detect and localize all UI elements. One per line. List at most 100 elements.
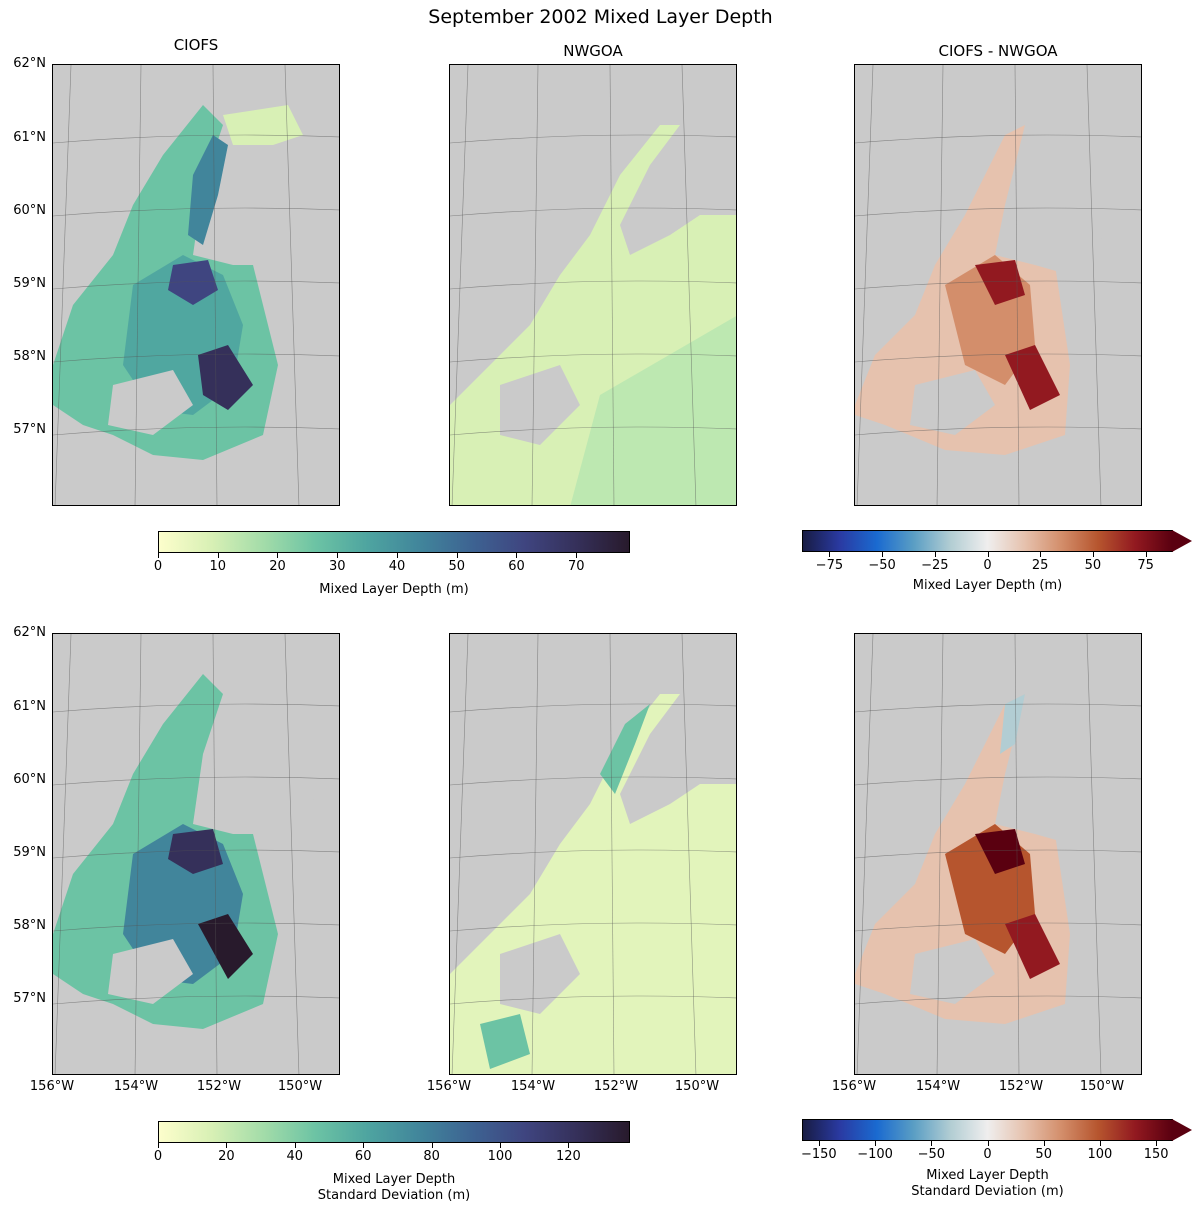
lon-label-156-col2: 156°W — [426, 1079, 472, 1094]
latitude-gridline — [450, 353, 736, 363]
lat-label-61-top: 61°N — [13, 130, 46, 145]
longitude-gridline — [284, 634, 300, 1074]
colorbar-std-bottom-tick-mark — [431, 1143, 433, 1148]
map-difference-mean-canvas — [855, 65, 1141, 505]
longitude-gridline — [936, 65, 944, 505]
longitude-gridline — [856, 634, 874, 1074]
latitude-gridline — [855, 280, 1141, 290]
colorbar-diff-bottom-tick-label: −150 — [801, 1147, 837, 1162]
latitude-gridline — [450, 207, 736, 217]
figure-title: September 2002 Mixed Layer Depth — [428, 6, 773, 28]
column-title-ciofs: CIOFS — [173, 36, 219, 54]
longitude-gridline — [212, 65, 218, 505]
colorbar-diff-bottom-tick-mark — [1156, 1141, 1158, 1146]
map-nwgoa-std-canvas — [450, 634, 736, 1074]
map-difference-mean — [854, 64, 1142, 506]
colorbar-diff-bottom-tick-mark — [818, 1141, 820, 1146]
colorbar-diff-top-tick-label: 50 — [1084, 558, 1102, 573]
colorbar-std-bottom-tick-label: 100 — [487, 1149, 513, 1164]
colorbar-diff-bottom-label-line1: Mixed Layer Depth — [926, 1168, 1049, 1183]
colorbar-std-bottom-tick-label: 80 — [423, 1149, 440, 1164]
colorbar-std-bottom-tick-label: 20 — [218, 1149, 235, 1164]
colorbar-std-bottom-label-line1: Mixed Layer Depth — [332, 1172, 456, 1187]
colorbar-std-bottom-tick-mark — [226, 1143, 228, 1148]
colorbar-diff-top-tick-label: −75 — [815, 558, 844, 573]
colorbar-mld-top-tick-label: 40 — [388, 559, 406, 574]
colorbar-mld-top-tick-mark — [158, 553, 159, 558]
latitude-gridline — [450, 776, 736, 786]
colorbar-diff-bottom — [802, 1119, 1173, 1141]
latitude-gridline — [855, 922, 1141, 932]
longitude-gridline — [609, 634, 615, 1074]
colorbar-diff-top-tick-mark — [1040, 552, 1042, 557]
colorbar-diff-bottom-label: Mixed Layer Depth Standard Deviation (m) — [802, 1168, 1173, 1200]
colorbar-std-bottom-tick-label: 40 — [286, 1149, 304, 1164]
colorbar-diff-top-tick-mark — [1145, 552, 1147, 557]
colorbar-mld-top-tick-mark — [516, 553, 518, 558]
map-difference-std — [854, 633, 1142, 1075]
longitude-gridline — [681, 634, 697, 1074]
longitude-gridline — [54, 65, 72, 505]
latitude-gridline — [53, 134, 339, 144]
latitude-gridline — [855, 207, 1141, 217]
lon-label-150-col2: 150°W — [674, 1079, 720, 1094]
colorbar-mld-top-tick-label: 70 — [567, 559, 585, 574]
colorbar-diff-bottom-tick-label: −50 — [917, 1147, 945, 1162]
latitude-gridline — [855, 426, 1141, 436]
colorbar-diff-top-tick-mark — [1092, 552, 1094, 557]
lat-label-62-top: 62°N — [13, 56, 46, 71]
colorbar-diff-bottom-tick-label: −100 — [857, 1147, 893, 1162]
colorbar-diff-top-tick-label: −50 — [868, 558, 896, 573]
longitude-gridline — [134, 65, 142, 505]
colorbar-diff-bottom-tick-mark — [875, 1141, 877, 1146]
lat-label-57-bottom: 57°N — [13, 991, 46, 1006]
colorbar-diff-top-tick-label: 75 — [1137, 558, 1154, 573]
lon-label-154-col1: 154°W — [113, 1079, 159, 1094]
colorbar-diff-top-tick-label: 25 — [1031, 558, 1049, 573]
colorbar-diff-bottom-tick-mark — [1099, 1141, 1101, 1146]
colorbar-std-bottom-tick-mark — [568, 1143, 570, 1148]
longitude-gridline — [1086, 634, 1102, 1074]
map-nwgoa-mean — [449, 64, 737, 506]
colorbar-mld-top-label: Mixed Layer Depth (m) — [319, 582, 469, 597]
colorbar-diff-top-tick-mark — [987, 552, 989, 557]
lat-label-57-top: 57°N — [13, 422, 46, 437]
longitude-gridline — [284, 65, 300, 505]
colorbar-mld-top-tick-mark — [576, 553, 578, 558]
latitude-gridline — [53, 353, 339, 363]
latitude-gridline — [855, 776, 1141, 786]
lat-label-59-top: 59°N — [13, 276, 46, 291]
colorbar-std-bottom-tick-label: 0 — [153, 1149, 163, 1164]
lon-label-150-col1: 150°W — [277, 1079, 323, 1094]
colorbar-mld-top — [158, 531, 630, 553]
longitude-gridline — [936, 634, 944, 1074]
lat-label-61-bottom: 61°N — [13, 699, 46, 714]
map-ciofs-mean — [52, 64, 340, 506]
colorbar-mld-top-tick-mark — [277, 553, 279, 558]
colorbar-diff-top-tick-mark — [829, 552, 831, 557]
latitude-gridline — [53, 995, 339, 1005]
colorbar-std-bottom-label-line2: Standard Deviation (m) — [317, 1188, 471, 1203]
lon-label-156-col1: 156°W — [29, 1079, 75, 1094]
lat-label-60-bottom: 60°N — [13, 772, 46, 787]
latitude-gridline — [450, 134, 736, 144]
longitude-gridline — [1086, 65, 1102, 505]
map-ciofs-std-canvas — [53, 634, 339, 1074]
colorbar-diff-bottom-tick-label: 50 — [1035, 1147, 1052, 1162]
latitude-gridline — [855, 353, 1141, 363]
colorbar-diff-top — [802, 530, 1173, 552]
latitude-gridline — [53, 207, 339, 217]
latitude-gridline — [53, 922, 339, 932]
latitude-gridline — [855, 703, 1141, 713]
latitude-gridline — [450, 849, 736, 859]
latitude-gridline — [855, 849, 1141, 859]
latitude-gridline — [53, 703, 339, 713]
longitude-gridline — [531, 65, 539, 505]
lon-label-152-col2: 152°W — [593, 1079, 639, 1094]
colorbar-std-bottom-tick-mark — [158, 1143, 159, 1148]
lat-label-58-bottom: 58°N — [13, 918, 46, 933]
colorbar-diff-bottom-label-line2: Standard Deviation (m) — [911, 1184, 1064, 1199]
colorbar-mld-top-tick-label: 50 — [448, 559, 465, 574]
column-title-difference: CIOFS - NWGOA — [938, 42, 1058, 60]
map-ciofs-mean-canvas — [53, 65, 339, 505]
